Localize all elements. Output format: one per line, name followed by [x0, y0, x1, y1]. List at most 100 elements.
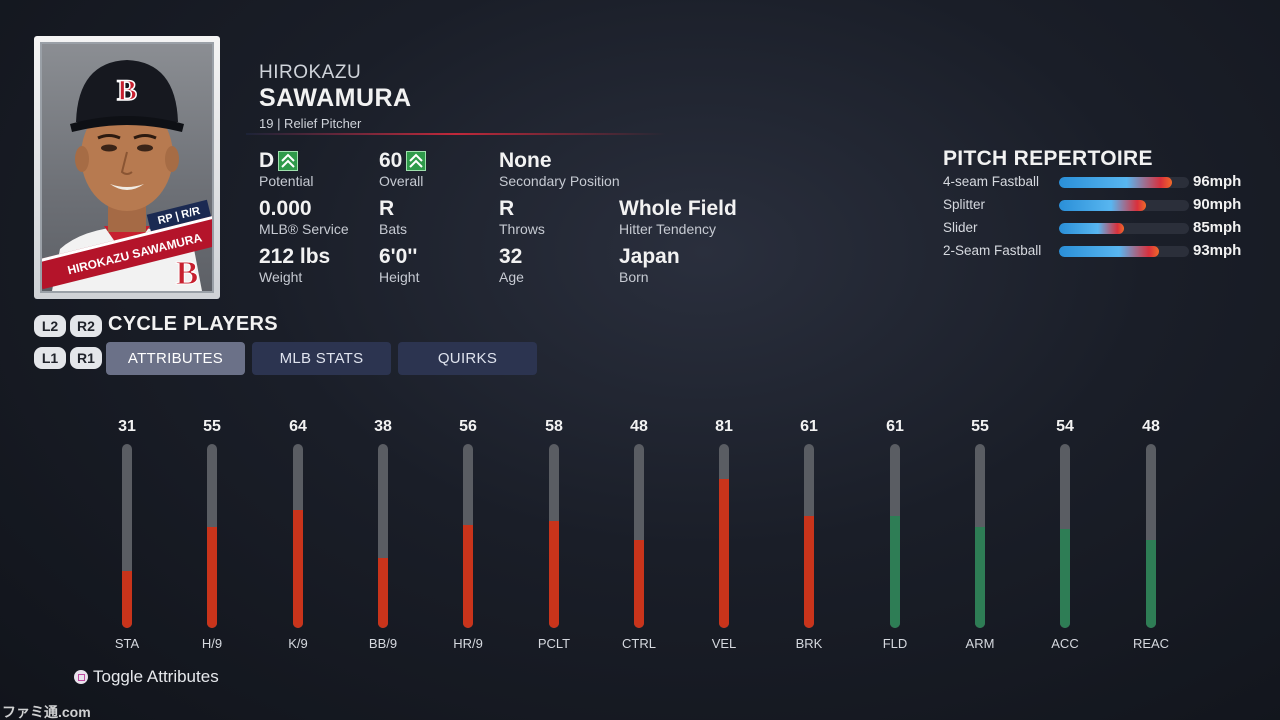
overall-value: 60: [379, 149, 403, 172]
pitch-speed-bar: [1059, 200, 1189, 211]
attribute-label: ARM: [965, 636, 995, 651]
attribute-label: PCLT: [537, 636, 571, 651]
attribute-bar-track: [804, 444, 814, 628]
attribute-value: 55: [971, 418, 989, 435]
l2-button-icon[interactable]: L2: [34, 315, 66, 337]
secondary-position-value: None: [499, 149, 552, 172]
throws-value: R: [499, 197, 515, 220]
weight-value: 212 lbs: [259, 245, 331, 268]
attribute-value: 61: [886, 418, 904, 435]
attribute-bar-track: [122, 444, 132, 628]
attribute-bar-fill: [378, 558, 388, 628]
header-divider: [246, 133, 666, 135]
attribute-value: 31: [118, 418, 136, 435]
attribute-bar-track: [1060, 444, 1070, 628]
pitch-row: 4-seam Fastball 96mph: [943, 172, 1253, 192]
attribute-value: 56: [459, 418, 477, 435]
attribute-bar-track: [207, 444, 217, 628]
weight-label: Weight: [259, 269, 303, 285]
attribute-label: CTRL: [622, 636, 656, 651]
potential-value: D: [259, 149, 275, 172]
mlb-service-value: 0.000: [259, 197, 312, 220]
mlb-service-label: MLB® Service: [259, 221, 349, 237]
square-button-icon: [74, 670, 88, 684]
attribute-bar-fill: [634, 540, 644, 628]
pitch-speed: 96mph: [1193, 173, 1242, 190]
player-last-name: SAWAMURA: [259, 84, 412, 112]
up-arrow-icon: [406, 151, 427, 171]
info-age: 32 Age: [499, 245, 524, 285]
attribute-value: 81: [715, 418, 733, 435]
player-number-position: 19 | Relief Pitcher: [259, 116, 362, 131]
attribute-bar-track: [293, 444, 303, 628]
attribute-bar-fill: [1060, 529, 1070, 628]
watermark: ファミ通.com: [2, 704, 91, 720]
pitch-name: Slider: [943, 220, 978, 235]
attribute-label: BB/9: [368, 636, 398, 651]
pitch-speed-fill: [1059, 223, 1124, 234]
info-mlb-service: 0.000 MLB® Service: [259, 197, 349, 237]
attribute-value: 54: [1056, 418, 1074, 435]
r2-button-icon[interactable]: R2: [70, 315, 102, 337]
born-value: Japan: [619, 245, 680, 268]
player-card-frame: B B RP | R/R HIROKAZU SAWAMURA: [40, 42, 214, 293]
attribute-value: 61: [800, 418, 818, 435]
hitter-tendency-value: Whole Field: [619, 197, 737, 220]
tab-mlb-stats[interactable]: MLB STATS: [252, 342, 391, 375]
attribute-label: H/9: [201, 636, 223, 651]
attribute-label: STA: [114, 636, 140, 651]
attribute-bar-fill: [122, 571, 132, 628]
l1-button-icon[interactable]: L1: [34, 347, 66, 369]
bats-value: R: [379, 197, 395, 220]
info-height: 6'0'' Height: [379, 245, 419, 285]
potential-label: Potential: [259, 173, 314, 189]
attribute-value: 38: [374, 418, 392, 435]
pitch-speed-bar: [1059, 246, 1189, 257]
attribute-label: HR/9: [453, 636, 483, 651]
tab-attributes[interactable]: ATTRIBUTES: [106, 342, 245, 375]
height-value: 6'0'': [379, 245, 418, 268]
attribute-label: VEL: [711, 636, 737, 651]
age-value: 32: [499, 245, 523, 268]
info-born: Japan Born: [619, 245, 680, 285]
attribute-bar-fill: [1146, 540, 1156, 628]
attribute-value: 64: [289, 418, 307, 435]
pitch-repertoire-title: PITCH REPERTOIRE: [943, 147, 1153, 170]
attribute-bar-track: [634, 444, 644, 628]
attribute-bar-fill: [463, 525, 473, 628]
info-secondary-position: None Secondary Position: [499, 149, 620, 189]
attribute-bar-fill: [719, 479, 729, 628]
attribute-value: 48: [630, 418, 648, 435]
toggle-attributes-hint[interactable]: Toggle Attributes: [74, 667, 219, 687]
pitch-speed-bar: [1059, 223, 1189, 234]
info-overall: 60 Overall: [379, 149, 427, 189]
pitch-name: 4-seam Fastball: [943, 174, 1040, 189]
attribute-bar-track: [1146, 444, 1156, 628]
info-bats: R Bats: [379, 197, 407, 237]
toggle-attributes-label: Toggle Attributes: [93, 667, 219, 686]
attribute-bar-fill: [890, 516, 900, 628]
attribute-bar-track: [463, 444, 473, 628]
height-label: Height: [379, 269, 420, 285]
pitch-row: 2-Seam Fastball 93mph: [943, 241, 1253, 261]
attribute-bar-fill: [207, 527, 217, 628]
r1-button-icon[interactable]: R1: [70, 347, 102, 369]
attribute-label: FLD: [882, 636, 908, 651]
pitch-name: Splitter: [943, 197, 986, 212]
attribute-bar-fill: [975, 527, 985, 628]
player-card: B B RP | R/R HIROKAZU SAWAMURA: [34, 36, 220, 299]
tab-quirks[interactable]: QUIRKS: [398, 342, 537, 375]
born-label: Born: [619, 269, 649, 285]
pitch-row: Splitter 90mph: [943, 195, 1253, 215]
attribute-label: K/9: [288, 636, 308, 651]
attribute-bar-track: [975, 444, 985, 628]
pitch-speed: 85mph: [1193, 219, 1242, 236]
attribute-value: 58: [545, 418, 563, 435]
attribute-value: 48: [1142, 418, 1160, 435]
attribute-label: BRK: [795, 636, 823, 651]
info-potential: D Potential: [259, 149, 313, 189]
attribute-bar-track: [719, 444, 729, 628]
svg-text:B: B: [117, 74, 137, 107]
pitch-speed-fill: [1059, 177, 1172, 188]
attribute-bar-track: [890, 444, 900, 628]
